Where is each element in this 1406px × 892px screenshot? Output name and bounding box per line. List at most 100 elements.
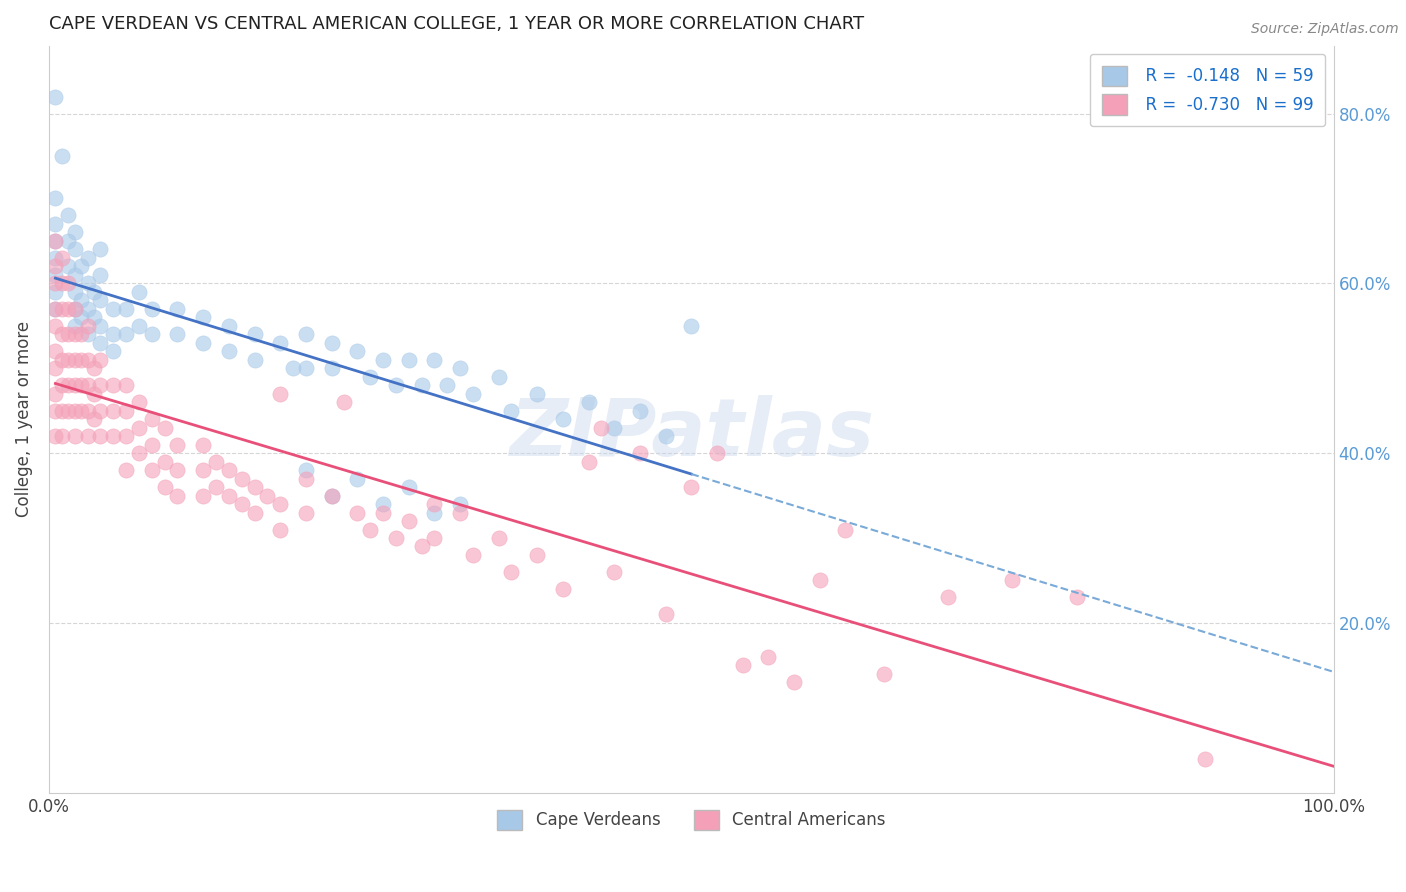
Point bbox=[51, 301, 73, 316]
Point bbox=[51, 403, 73, 417]
Point bbox=[76, 277, 98, 291]
Point bbox=[359, 523, 381, 537]
Point bbox=[398, 514, 420, 528]
Point bbox=[385, 531, 408, 545]
Point bbox=[706, 446, 728, 460]
Point bbox=[63, 268, 86, 282]
Point bbox=[321, 489, 343, 503]
Point bbox=[103, 344, 125, 359]
Point bbox=[603, 565, 626, 579]
Point bbox=[58, 277, 80, 291]
Point bbox=[731, 658, 754, 673]
Point bbox=[44, 260, 66, 274]
Point bbox=[166, 301, 188, 316]
Point bbox=[141, 463, 163, 477]
Point bbox=[63, 429, 86, 443]
Point bbox=[488, 531, 510, 545]
Point bbox=[103, 378, 125, 392]
Point bbox=[89, 293, 111, 308]
Point bbox=[89, 243, 111, 257]
Point bbox=[115, 301, 138, 316]
Point bbox=[115, 429, 138, 443]
Point bbox=[44, 344, 66, 359]
Point bbox=[44, 251, 66, 265]
Point bbox=[63, 226, 86, 240]
Point bbox=[578, 454, 600, 468]
Point bbox=[783, 675, 806, 690]
Point bbox=[758, 649, 780, 664]
Point bbox=[76, 378, 98, 392]
Point bbox=[76, 301, 98, 316]
Point bbox=[1066, 591, 1088, 605]
Point bbox=[70, 327, 93, 342]
Point bbox=[128, 420, 150, 434]
Text: Source: ZipAtlas.com: Source: ZipAtlas.com bbox=[1251, 22, 1399, 37]
Point bbox=[333, 395, 356, 409]
Point bbox=[628, 403, 651, 417]
Point bbox=[63, 243, 86, 257]
Point bbox=[44, 361, 66, 376]
Point bbox=[58, 234, 80, 248]
Point bbox=[218, 318, 240, 333]
Point bbox=[191, 437, 214, 451]
Point bbox=[44, 403, 66, 417]
Point bbox=[398, 352, 420, 367]
Point bbox=[76, 318, 98, 333]
Point bbox=[70, 293, 93, 308]
Point bbox=[51, 251, 73, 265]
Point bbox=[281, 361, 304, 376]
Point bbox=[58, 327, 80, 342]
Point bbox=[63, 301, 86, 316]
Point bbox=[269, 497, 291, 511]
Point bbox=[83, 412, 105, 426]
Point bbox=[423, 506, 446, 520]
Point bbox=[243, 506, 266, 520]
Point bbox=[321, 361, 343, 376]
Point bbox=[488, 369, 510, 384]
Point bbox=[128, 395, 150, 409]
Point bbox=[269, 335, 291, 350]
Point bbox=[371, 506, 394, 520]
Point bbox=[295, 463, 318, 477]
Point bbox=[295, 472, 318, 486]
Point bbox=[191, 489, 214, 503]
Point bbox=[89, 318, 111, 333]
Point bbox=[63, 327, 86, 342]
Point bbox=[76, 403, 98, 417]
Point bbox=[58, 209, 80, 223]
Point bbox=[44, 429, 66, 443]
Point bbox=[44, 234, 66, 248]
Point bbox=[526, 386, 548, 401]
Point bbox=[44, 301, 66, 316]
Point bbox=[411, 378, 433, 392]
Point bbox=[578, 395, 600, 409]
Point bbox=[166, 463, 188, 477]
Point bbox=[681, 480, 703, 494]
Y-axis label: College, 1 year or more: College, 1 year or more bbox=[15, 321, 32, 517]
Point bbox=[551, 412, 574, 426]
Point bbox=[115, 378, 138, 392]
Point bbox=[153, 454, 176, 468]
Point bbox=[231, 472, 253, 486]
Point bbox=[231, 497, 253, 511]
Point bbox=[269, 523, 291, 537]
Point bbox=[371, 352, 394, 367]
Point bbox=[115, 403, 138, 417]
Point bbox=[44, 217, 66, 231]
Text: CAPE VERDEAN VS CENTRAL AMERICAN COLLEGE, 1 YEAR OR MORE CORRELATION CHART: CAPE VERDEAN VS CENTRAL AMERICAN COLLEGE… bbox=[49, 15, 865, 33]
Point bbox=[436, 378, 458, 392]
Point bbox=[654, 607, 676, 622]
Point bbox=[63, 301, 86, 316]
Point bbox=[423, 497, 446, 511]
Point bbox=[44, 89, 66, 103]
Point bbox=[44, 268, 66, 282]
Point bbox=[205, 454, 228, 468]
Point bbox=[371, 497, 394, 511]
Point bbox=[449, 497, 471, 511]
Point bbox=[51, 352, 73, 367]
Point bbox=[398, 480, 420, 494]
Point bbox=[76, 327, 98, 342]
Point bbox=[76, 251, 98, 265]
Point bbox=[218, 344, 240, 359]
Point bbox=[243, 352, 266, 367]
